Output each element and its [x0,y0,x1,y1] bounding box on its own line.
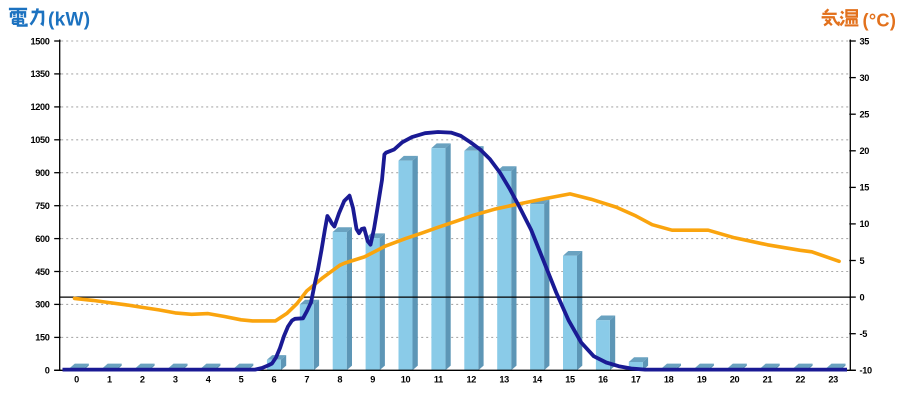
svg-text:17: 17 [631,375,641,385]
svg-text:12: 12 [467,375,477,385]
svg-text:4: 4 [206,375,212,385]
svg-text:20: 20 [860,146,870,156]
svg-text:2: 2 [140,375,145,385]
svg-text:(°C): (°C) [863,11,897,31]
svg-text:8: 8 [337,375,342,385]
svg-text:16: 16 [598,375,608,385]
svg-text:35: 35 [860,36,870,46]
svg-text:0: 0 [860,292,865,302]
svg-text:-10: -10 [860,366,872,376]
svg-text:6: 6 [272,375,277,385]
svg-text:20: 20 [730,375,740,385]
svg-text:750: 750 [35,201,50,211]
svg-text:450: 450 [35,267,50,277]
svg-text:0: 0 [74,375,79,385]
svg-text:14: 14 [532,375,543,385]
svg-text:23: 23 [828,375,838,385]
svg-text:1350: 1350 [30,69,49,79]
svg-text:19: 19 [697,375,707,385]
svg-text:25: 25 [860,110,870,120]
svg-text:300: 300 [35,300,50,310]
svg-text:18: 18 [664,375,674,385]
svg-text:10: 10 [401,375,411,385]
svg-text:1200: 1200 [30,102,49,112]
svg-text:-5: -5 [860,329,868,339]
svg-text:21: 21 [763,375,773,385]
svg-text:1: 1 [107,375,112,385]
svg-text:900: 900 [35,168,50,178]
svg-text:3: 3 [173,375,178,385]
svg-text:30: 30 [860,73,870,83]
svg-text:5: 5 [239,375,244,385]
svg-text:9: 9 [370,375,375,385]
svg-text:(kW): (kW) [48,10,90,31]
svg-text:15: 15 [860,183,870,193]
svg-text:600: 600 [35,234,50,244]
svg-text:13: 13 [499,375,509,385]
svg-text:5: 5 [860,256,865,266]
svg-text:1050: 1050 [30,135,49,145]
svg-text:0: 0 [45,366,50,376]
svg-text:11: 11 [434,375,443,385]
svg-text:150: 150 [35,333,50,343]
svg-text:7: 7 [304,375,309,385]
svg-text:15: 15 [565,375,575,385]
svg-text:1500: 1500 [30,36,49,46]
svg-text:22: 22 [796,375,806,385]
svg-text:10: 10 [860,219,870,229]
